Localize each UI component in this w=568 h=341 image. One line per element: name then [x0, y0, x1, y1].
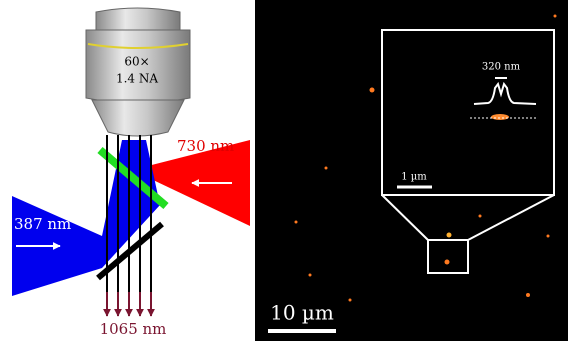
scale-label: 10 µm: [270, 301, 334, 325]
output-arrows: [107, 292, 151, 316]
red-label: 730 nm: [177, 137, 234, 155]
blue-label: 387 nm: [14, 215, 71, 233]
peak-width-label: 320 nm: [482, 62, 521, 73]
objective: 60× 1.4 NA: [86, 8, 190, 136]
numerical-aperture: 1.4 NA: [116, 72, 158, 86]
figure: 60× 1.4 NA 730 nm 387 nm 1065 nm 320 nm …: [0, 0, 568, 341]
output-label: 1065 nm: [100, 320, 167, 338]
inset-scale-label: 1 µm: [401, 172, 427, 183]
magnification: 60×: [124, 55, 149, 69]
inset-emitter: [491, 114, 509, 120]
